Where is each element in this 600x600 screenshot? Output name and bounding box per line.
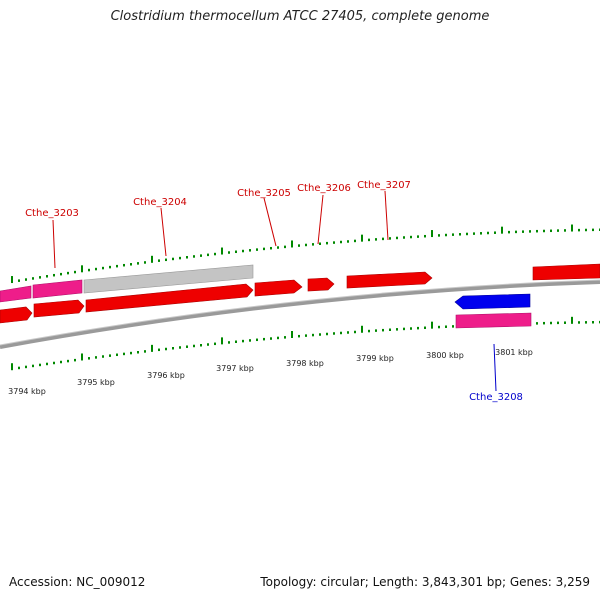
kbp-label: 3798 kbp [286,359,324,368]
genome-stats-text: Topology: circular; Length: 3,843,301 bp… [260,575,590,589]
gene-arrow-cthe-3207[interactable] [346,271,433,289]
gray-feature[interactable] [83,264,254,294]
gene-arrow-cthe-3208[interactable] [454,293,531,310]
gene-arrow[interactable] [33,299,85,318]
gene-label[interactable]: Cthe_3208 [469,392,523,403]
map-title: Clostridium thermocellum ATCC 27405, com… [110,9,490,24]
pink-feature[interactable] [32,279,83,299]
backbone-line [0,280,600,349]
kbp-label: 3794 kbp [8,387,46,396]
kbp-label: 3800 kbp [426,351,464,360]
gene-arrow-cthe-3204[interactable] [85,283,254,313]
red-feature[interactable] [532,263,600,281]
kbp-label: 3797 kbp [216,364,254,373]
gene-label[interactable]: Cthe_3206 [297,183,351,194]
kbp-label: 3801 kbp [495,348,533,357]
reverse-gene-track [454,293,532,329]
accession-text: Accession: NC_009012 [9,575,146,589]
pink-feature-reverse[interactable] [455,312,532,329]
outer-tick-ring [11,224,600,284]
gene-arrow[interactable] [0,306,33,324]
kbp-label: 3796 kbp [147,371,185,380]
inner-tick-ring [11,316,600,371]
gene-label[interactable]: Cthe_3204 [133,197,187,208]
gene-label[interactable]: Cthe_3203 [25,208,79,219]
gene-arrow-cthe-3205[interactable] [254,279,303,297]
kbp-label: 3795 kbp [77,378,115,387]
gene-labels: Cthe_3203 Cthe_3204 Cthe_3205 Cthe_3206 … [25,180,523,403]
gene-label[interactable]: Cthe_3205 [237,188,291,199]
coordinate-labels: 3794 kbp 3795 kbp 3796 kbp 3797 kbp 3798… [8,348,533,396]
gene-label[interactable]: Cthe_3207 [357,180,411,191]
backbone-highlight [0,279,600,346]
gene-arrow-cthe-3206[interactable] [307,277,335,292]
gene-label-leaders [52,190,497,392]
upper-feature-track [0,263,600,303]
forward-gene-track [0,271,433,324]
kbp-label: 3799 kbp [356,354,394,363]
pink-feature[interactable] [0,285,32,303]
